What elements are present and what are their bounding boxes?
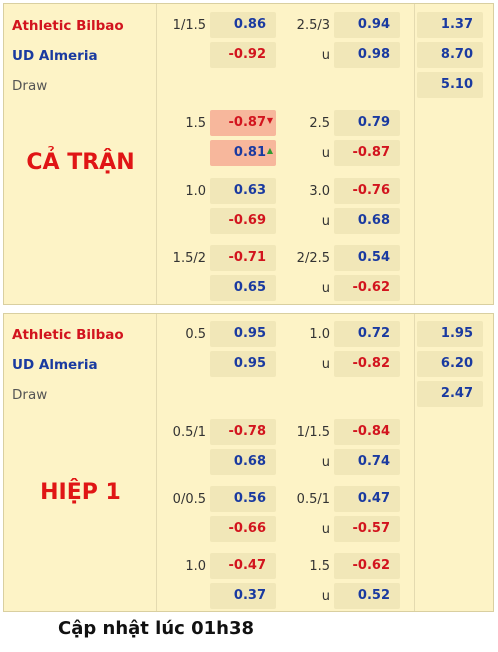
handicap-line: 1.0 — [185, 184, 206, 199]
away-team-name: UD Almeria — [12, 48, 98, 64]
total-odds-under[interactable]: 0.74 — [334, 449, 400, 475]
total-odds-under[interactable]: 0.68 — [334, 208, 400, 234]
total-odds-under[interactable]: 0.98 — [334, 42, 400, 68]
update-time-label: Cập nhật lúc 01h38 — [58, 618, 254, 639]
under-label: u — [321, 48, 330, 63]
handicap-odds-home[interactable]: -0.71 — [210, 245, 276, 271]
total-line: 2/2.5 — [296, 251, 330, 266]
handicap-odds-away[interactable]: 0.65 — [210, 275, 276, 301]
handicap-line: 1/1.5 — [172, 18, 206, 33]
total-line: 2.5/3 — [296, 18, 330, 33]
euro-odds-away[interactable]: 8.70 — [417, 42, 483, 68]
handicap-odds-home[interactable]: 0.86 — [210, 12, 276, 38]
total-odds-over[interactable]: 0.54 — [334, 245, 400, 271]
handicap-line: 1.0 — [185, 559, 206, 574]
handicap-odds-away[interactable]: 0.68 — [210, 449, 276, 475]
total-odds-over[interactable]: 0.79 — [334, 110, 400, 136]
total-line: 0.5/1 — [296, 492, 330, 507]
odds-value: -0.87 — [228, 115, 266, 130]
section-label-full-match: CẢ TRẬN — [26, 150, 135, 175]
under-label: u — [321, 281, 330, 296]
draw-label: Draw — [12, 78, 48, 94]
euro-odds-home[interactable]: 1.95 — [417, 321, 483, 347]
total-line: 3.0 — [309, 184, 330, 199]
under-label: u — [321, 214, 330, 229]
under-label: u — [321, 357, 330, 372]
arrow-up-icon: ▲ — [266, 146, 273, 155]
handicap-line: 0.5 — [185, 327, 206, 342]
column-divider — [156, 4, 157, 304]
under-label: u — [321, 455, 330, 470]
total-odds-under[interactable]: -0.62 — [334, 275, 400, 301]
total-odds-over[interactable]: -0.84 — [334, 419, 400, 445]
handicap-odds-home[interactable]: -0.47 — [210, 553, 276, 579]
total-odds-under[interactable]: -0.87 — [334, 140, 400, 166]
euro-odds-away[interactable]: 6.20 — [417, 351, 483, 377]
total-odds-under[interactable]: -0.57 — [334, 516, 400, 542]
draw-label: Draw — [12, 387, 48, 403]
full-match-panel: Athletic Bilbao UD Almeria Draw CẢ TRẬN … — [3, 3, 494, 305]
handicap-line: 0.5/1 — [172, 425, 206, 440]
handicap-odds-home[interactable]: 0.63 — [210, 178, 276, 204]
handicap-odds-home[interactable]: 0.95 — [210, 321, 276, 347]
total-line: 1/1.5 — [296, 425, 330, 440]
column-divider — [414, 4, 415, 304]
total-odds-over[interactable]: -0.62 — [334, 553, 400, 579]
handicap-line: 1.5/2 — [172, 251, 206, 266]
euro-odds-draw[interactable]: 5.10 — [417, 72, 483, 98]
handicap-odds-away[interactable]: 0.37 — [210, 583, 276, 609]
odds-value: 0.81 — [233, 145, 266, 160]
total-odds-under[interactable]: 0.52 — [334, 583, 400, 609]
total-odds-over[interactable]: 0.72 — [334, 321, 400, 347]
under-label: u — [321, 522, 330, 537]
handicap-odds-away[interactable]: -0.66 — [210, 516, 276, 542]
under-label: u — [321, 146, 330, 161]
column-divider — [414, 314, 415, 611]
total-odds-under[interactable]: -0.82 — [334, 351, 400, 377]
under-label: u — [321, 589, 330, 604]
away-team-name: UD Almeria — [12, 357, 98, 373]
section-label-first-half: HIỆP 1 — [40, 480, 121, 505]
total-line: 1.5 — [309, 559, 330, 574]
handicap-odds-away[interactable]: 0.95 — [210, 351, 276, 377]
euro-odds-draw[interactable]: 2.47 — [417, 381, 483, 407]
handicap-odds-away[interactable]: 0.81 ▲ — [210, 140, 276, 166]
total-line: 1.0 — [309, 327, 330, 342]
handicap-odds-away[interactable]: -0.69 — [210, 208, 276, 234]
handicap-odds-home[interactable]: -0.78 — [210, 419, 276, 445]
total-odds-over[interactable]: 0.94 — [334, 12, 400, 38]
handicap-odds-home[interactable]: 0.56 — [210, 486, 276, 512]
total-line: 2.5 — [309, 116, 330, 131]
handicap-odds-home[interactable]: -0.87 ▼ — [210, 110, 276, 136]
handicap-line: 0/0.5 — [172, 492, 206, 507]
home-team-name: Athletic Bilbao — [12, 327, 124, 343]
column-divider — [156, 314, 157, 611]
home-team-name: Athletic Bilbao — [12, 18, 124, 34]
arrow-down-icon: ▼ — [266, 116, 273, 125]
total-odds-over[interactable]: 0.47 — [334, 486, 400, 512]
total-odds-over[interactable]: -0.76 — [334, 178, 400, 204]
first-half-panel: Athletic Bilbao UD Almeria Draw HIỆP 1 0… — [3, 313, 494, 612]
euro-odds-home[interactable]: 1.37 — [417, 12, 483, 38]
handicap-odds-away[interactable]: -0.92 — [210, 42, 276, 68]
handicap-line: 1.5 — [185, 116, 206, 131]
